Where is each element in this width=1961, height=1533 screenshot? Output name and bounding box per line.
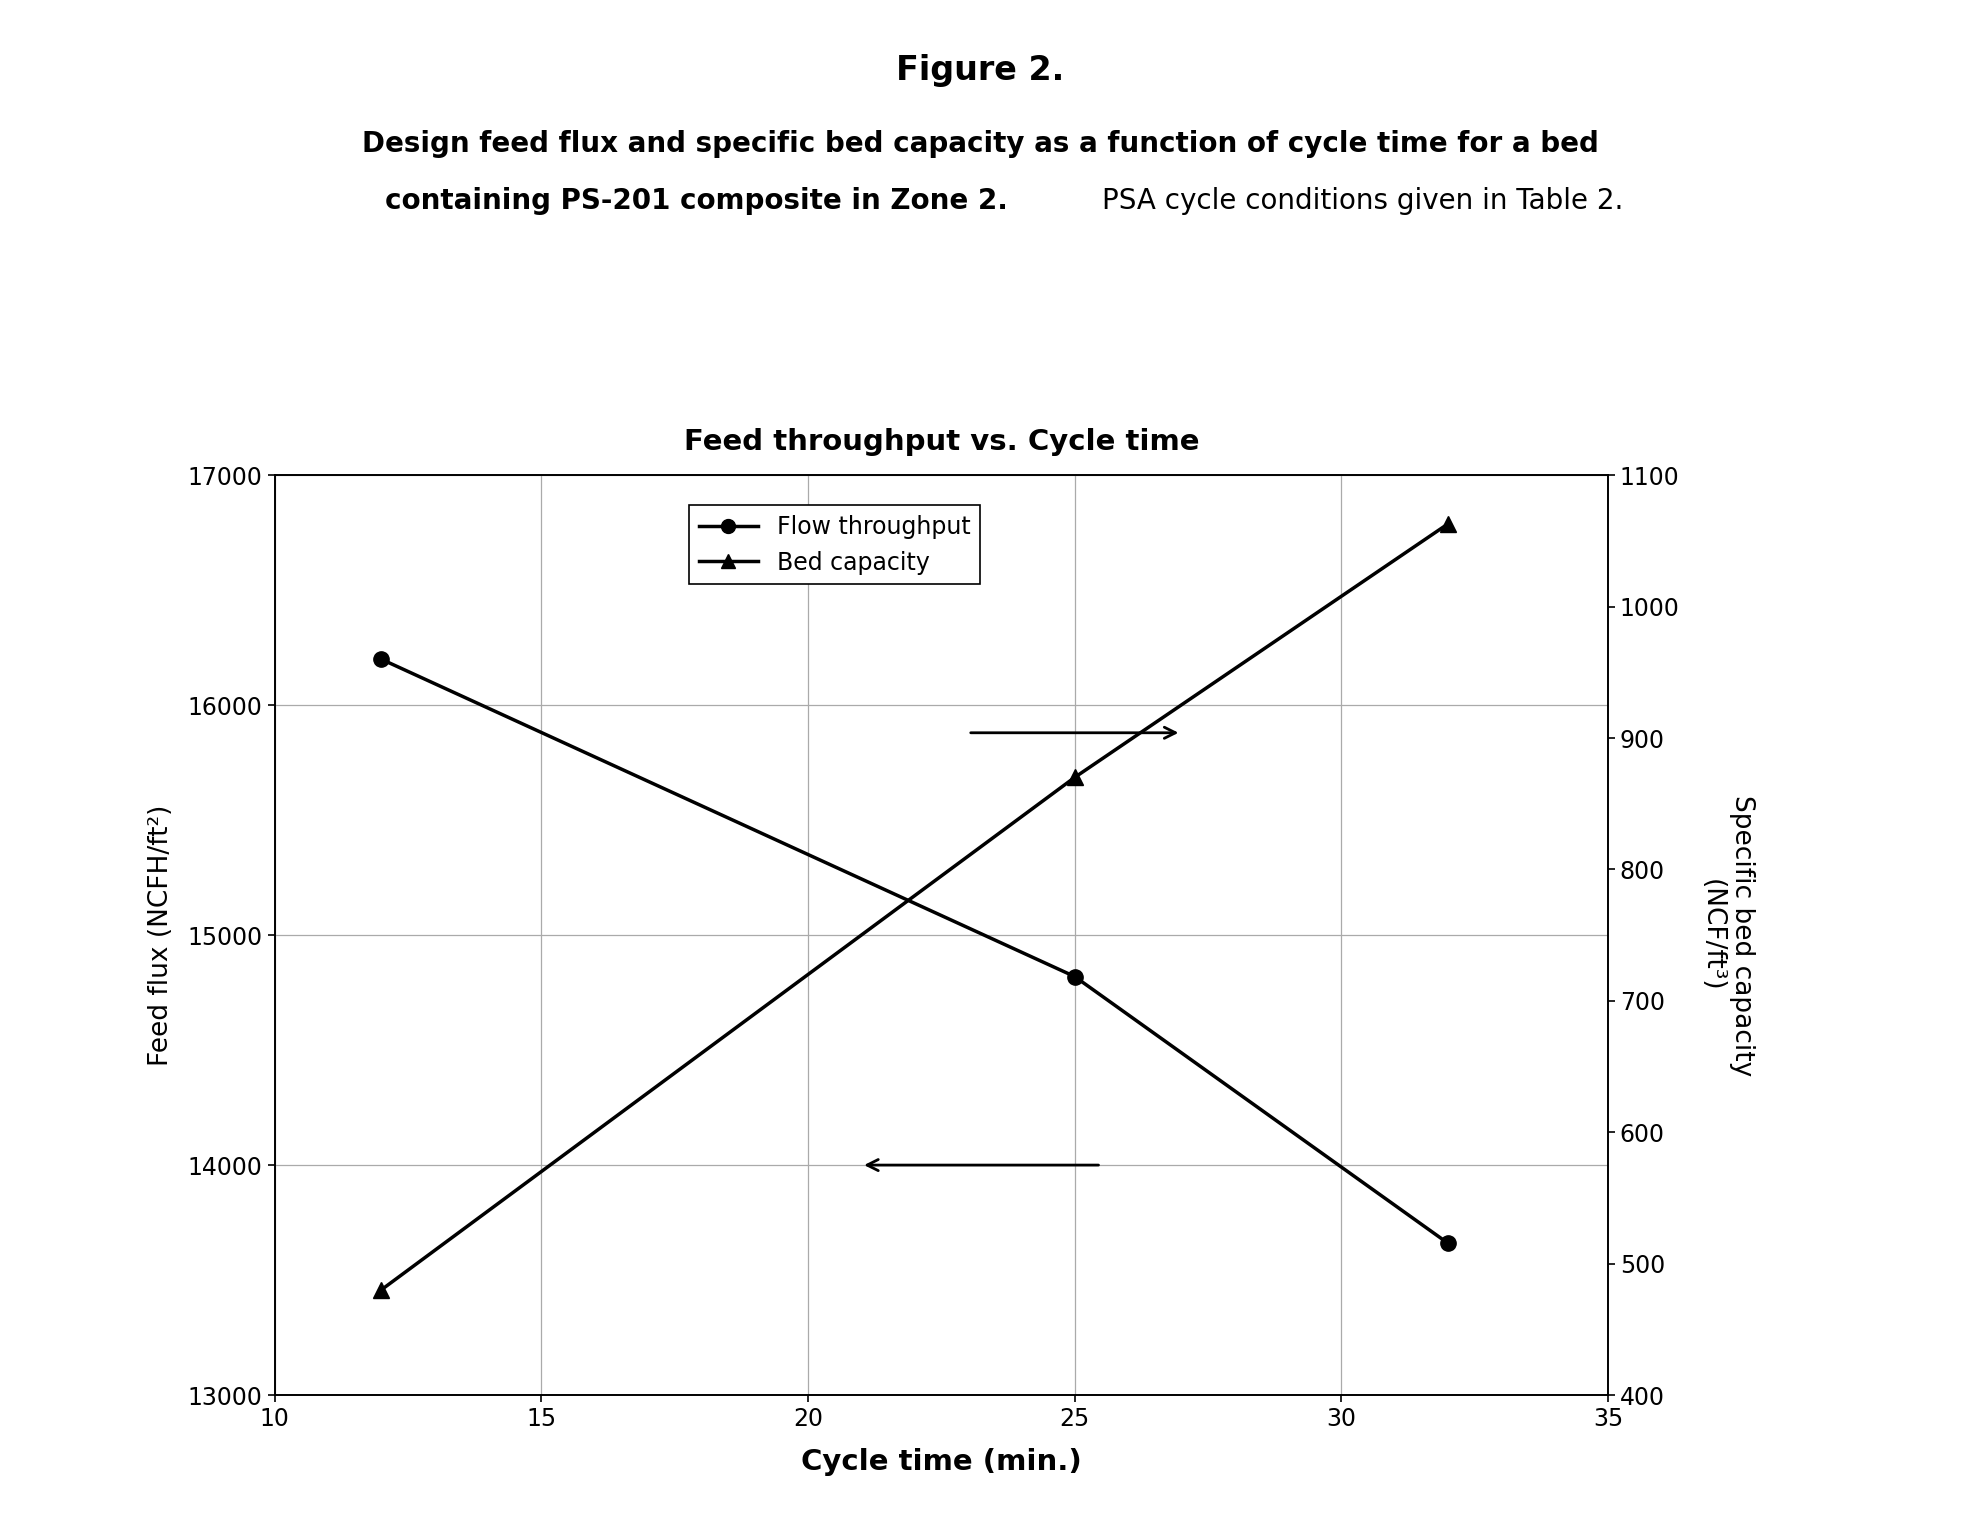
Text: Figure 2.: Figure 2. [896,54,1065,87]
X-axis label: Cycle time (min.): Cycle time (min.) [800,1447,1082,1475]
Legend: Flow throughput, Bed capacity: Flow throughput, Bed capacity [690,506,980,584]
Text: Design feed flux and specific bed capacity as a function of cycle time for a bed: Design feed flux and specific bed capaci… [363,130,1598,158]
Title: Feed throughput vs. Cycle time: Feed throughput vs. Cycle time [684,428,1198,457]
Text: containing PS-201 composite in Zone 2.: containing PS-201 composite in Zone 2. [384,187,1008,215]
Y-axis label: Specific bed capacity
(NCF/ft³): Specific bed capacity (NCF/ft³) [1698,794,1755,1076]
Y-axis label: Feed flux (NCFH/ft²): Feed flux (NCFH/ft²) [147,805,175,1065]
Text: PSA cycle conditions given in Table 2.: PSA cycle conditions given in Table 2. [1102,187,1624,215]
